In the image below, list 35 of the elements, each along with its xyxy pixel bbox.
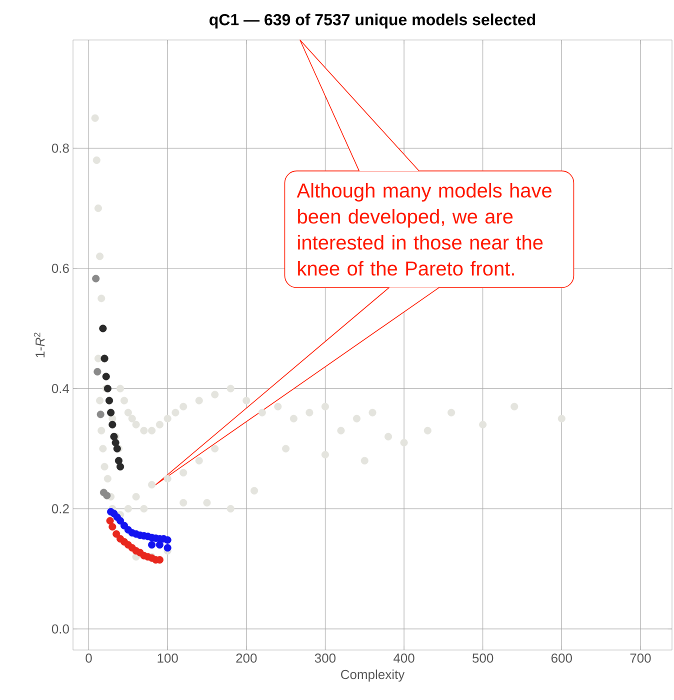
point [103,492,111,500]
y-axis-title: 1-R$^{2}$ [34,332,45,358]
chart-title: qC1 — 639 of 7537 unique models selected [210,14,536,28]
point [112,530,120,538]
point [96,410,104,418]
x-tick-label: 600 [551,654,572,663]
x-tick-label: 0 [86,654,92,663]
y-tick-label: 0.8 [52,144,69,153]
point [156,541,164,549]
x-tick-label: 300 [314,654,336,663]
point [107,408,115,416]
x-axis-title: Complexity [341,670,405,682]
point [114,456,122,464]
point [105,396,114,404]
y-tick-label: 0.0 [52,624,69,634]
x-tick-label: 500 [472,654,494,663]
point [106,517,114,525]
point [116,462,124,470]
point [148,541,156,549]
x-tick-label: 100 [158,654,178,663]
point [108,523,116,531]
y-tick-label: 0.4 [52,384,70,394]
x-tick-label: 700 [630,654,651,663]
point [94,368,102,376]
point [164,536,172,544]
x-tick-label: 400 [393,654,414,663]
y-tick-label: 0.6 [52,264,69,273]
point [102,372,110,380]
point [164,544,172,552]
point [116,517,124,525]
x-tick-label: 200 [236,654,257,663]
point [108,420,116,428]
y-tick-label: 0.2 [52,504,69,514]
point [92,274,100,282]
annotation: Although many models have been developed, we are interested in those near the knee of the Pareto front. [296,182,552,276]
